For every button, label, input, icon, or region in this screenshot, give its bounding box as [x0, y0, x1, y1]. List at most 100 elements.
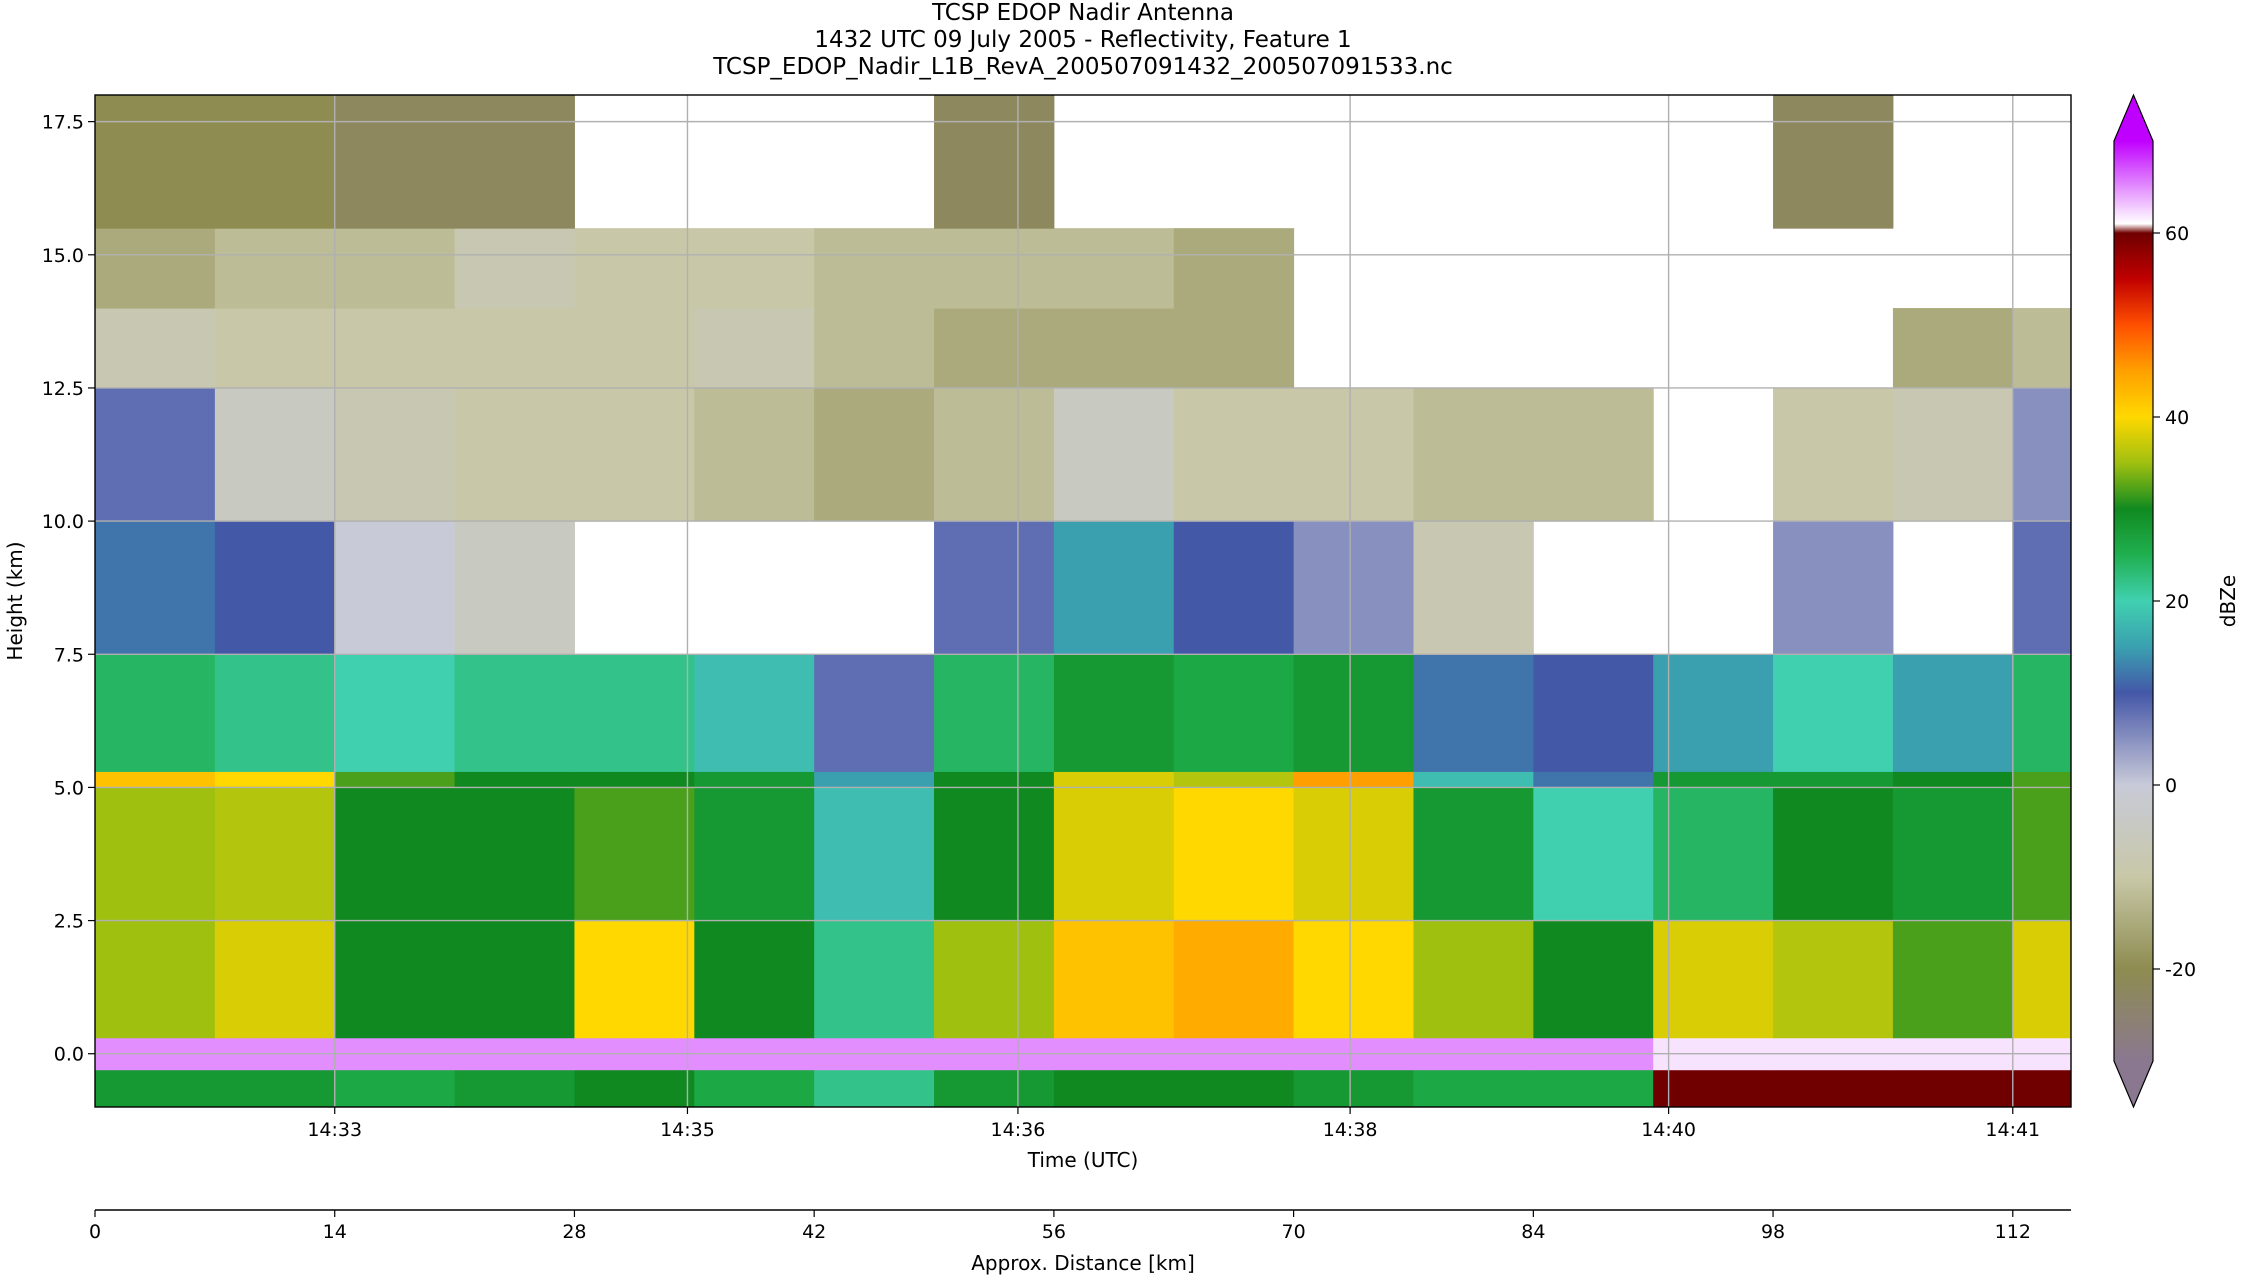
cell — [574, 771, 695, 788]
cell — [1892, 787, 2014, 922]
cell — [454, 787, 575, 922]
cell — [214, 387, 336, 522]
cell — [334, 387, 456, 522]
cell — [1413, 920, 1534, 1039]
x2-tick-label: 84 — [1521, 1221, 1545, 1243]
cell — [334, 95, 456, 229]
cell — [334, 1069, 456, 1108]
cell — [214, 654, 336, 772]
cell — [334, 308, 456, 389]
cell — [1053, 521, 1175, 655]
cell — [1653, 771, 1774, 788]
cell — [1533, 771, 1654, 788]
x2-tick-label: 28 — [562, 1221, 586, 1243]
colorbar-frame — [2113, 93, 2154, 1109]
y-tick-label: 12.5 — [42, 378, 84, 400]
cell — [1533, 387, 1654, 522]
cell — [214, 228, 336, 309]
cell — [95, 771, 216, 788]
cell — [694, 787, 815, 922]
x-tick-label: 14:33 — [307, 1119, 362, 1141]
cell — [694, 308, 815, 389]
cell — [1413, 654, 1534, 772]
cell — [95, 920, 216, 1039]
cell — [1773, 787, 1894, 922]
cell — [814, 387, 935, 522]
cell — [814, 228, 935, 309]
colorbar — [2114, 141, 2153, 1061]
cell — [1293, 654, 1414, 772]
cell — [1413, 787, 1534, 922]
x2-tick-label: 42 — [802, 1221, 826, 1243]
y-axis-label: Height (km) — [3, 541, 27, 660]
cell — [1293, 920, 1414, 1039]
cell — [814, 1069, 935, 1108]
cell — [814, 787, 935, 922]
chart-subtitle: 1432 UTC 09 July 2005 - Reflectivity, Fe… — [814, 27, 1351, 53]
cell — [574, 787, 695, 922]
cell — [934, 308, 1055, 389]
cell — [694, 654, 815, 772]
cell — [1413, 1069, 1534, 1108]
cell — [694, 771, 815, 788]
cell — [1173, 228, 1295, 309]
cell — [334, 787, 456, 922]
cell — [95, 308, 216, 389]
cell — [1892, 308, 2014, 389]
cell — [2012, 654, 2072, 772]
cell — [334, 521, 456, 655]
cell — [934, 1069, 1055, 1108]
x2-tick-label: 0 — [89, 1221, 101, 1243]
cell — [934, 521, 1055, 655]
y-tick-label: 10.0 — [42, 511, 84, 533]
cell — [334, 771, 456, 788]
cell — [334, 228, 456, 309]
cell — [1293, 771, 1414, 788]
cell — [1293, 1069, 1414, 1108]
cell — [1892, 387, 2014, 522]
cell — [1053, 387, 1175, 522]
x-tick-label: 14:35 — [660, 1119, 715, 1141]
cell — [1173, 521, 1295, 655]
cell — [454, 771, 575, 788]
cell — [574, 308, 695, 389]
cell — [1653, 787, 1774, 922]
cell — [934, 787, 1055, 922]
cell — [814, 920, 935, 1039]
cell — [694, 1069, 815, 1108]
cell — [1293, 387, 1414, 522]
y-tick-label: 0.0 — [54, 1044, 84, 1066]
cell — [214, 308, 336, 389]
y-tick-label: 2.5 — [54, 911, 84, 933]
cell — [2012, 308, 2072, 389]
cell — [1053, 1069, 1175, 1108]
y-tick-label: 17.5 — [42, 112, 84, 134]
cell — [1053, 654, 1175, 772]
cell — [1173, 771, 1295, 788]
cell — [1533, 920, 1654, 1039]
cell — [1413, 521, 1534, 655]
x-tick-label: 14:41 — [1985, 1119, 2040, 1141]
cell — [214, 1069, 336, 1108]
chart-title: TCSP EDOP Nadir Antenna — [931, 0, 1234, 26]
cell — [814, 771, 935, 788]
cell — [574, 387, 695, 522]
x-tick-label: 14:38 — [1323, 1119, 1378, 1141]
cell — [1053, 308, 1175, 389]
file-name: TCSP_EDOP_Nadir_L1B_RevA_200507091432_20… — [712, 54, 1453, 80]
cell — [934, 771, 1055, 788]
cell — [1773, 654, 1894, 772]
x2-tick-label: 112 — [1995, 1221, 2031, 1243]
cell — [454, 308, 575, 389]
cell — [95, 387, 216, 522]
cell — [1293, 521, 1414, 655]
cell — [2012, 521, 2072, 655]
x2-axis-label: Approx. Distance [km] — [971, 1251, 1195, 1275]
cell — [454, 95, 575, 229]
cell — [454, 920, 575, 1039]
cell — [1173, 308, 1295, 389]
y-tick-label: 7.5 — [54, 644, 84, 666]
cell — [1533, 654, 1654, 772]
cell — [1773, 920, 1894, 1039]
